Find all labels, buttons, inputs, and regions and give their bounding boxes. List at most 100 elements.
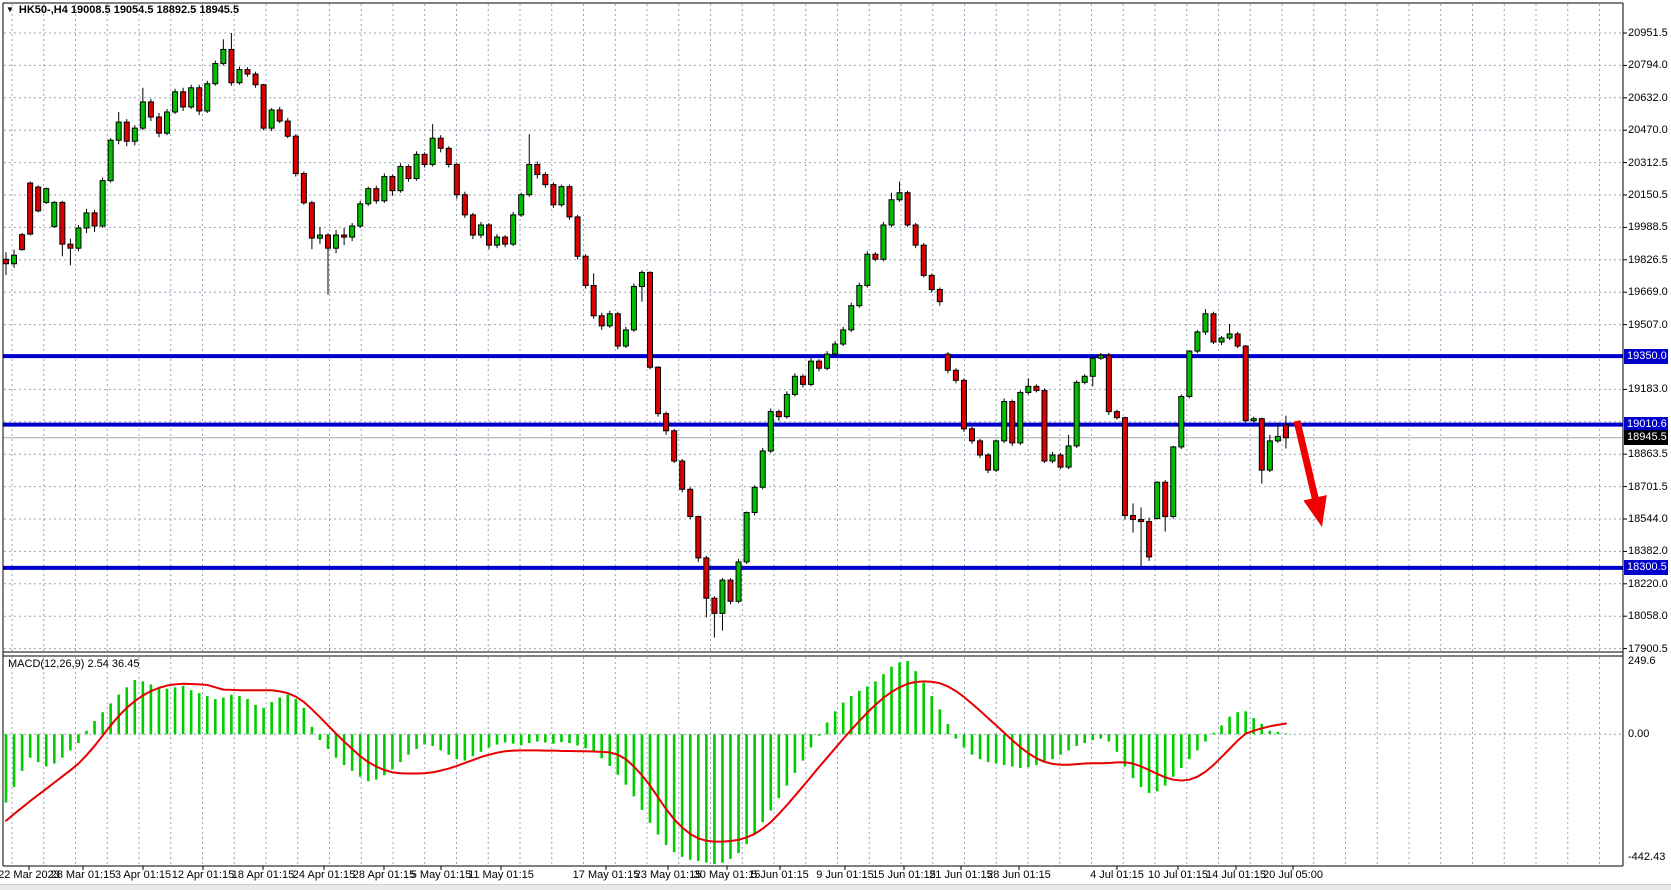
macd-histogram-bar <box>230 694 233 735</box>
price-axis-label: 18544.0 <box>1628 513 1668 525</box>
macd-histogram-bar <box>1067 734 1070 751</box>
price-axis-label: 20150.5 <box>1628 189 1668 201</box>
price-axis-label: 19669.0 <box>1628 286 1668 299</box>
macd-histogram-bar <box>101 712 104 735</box>
macd-histogram-bar <box>1139 734 1143 788</box>
candle <box>1057 454 1064 468</box>
candle <box>276 109 283 122</box>
candle <box>759 450 766 488</box>
candle <box>598 315 605 327</box>
candle <box>91 212 98 227</box>
symbol-ohlc-bar[interactable]: ▼ HK50-,H4 19008.5 19054.5 18892.5 18945.… <box>6 4 239 16</box>
macd-histogram-bar <box>688 734 692 860</box>
candle <box>832 343 839 355</box>
macd-histogram-bar <box>294 699 298 735</box>
candle <box>413 153 420 180</box>
candle <box>180 91 187 108</box>
macd-histogram-bar <box>721 734 724 863</box>
candle <box>453 163 460 196</box>
macd-histogram-bar <box>769 734 773 811</box>
candle <box>663 413 670 432</box>
line-price-label: 18300.5 <box>1624 560 1668 576</box>
candle <box>437 137 444 149</box>
macd-histogram-bar <box>1035 734 1038 766</box>
macd-histogram-bar <box>342 734 346 766</box>
candle <box>799 375 806 385</box>
macd-histogram-bar <box>511 734 515 744</box>
candle <box>928 274 935 291</box>
current-price-label: 18945.5 <box>1624 430 1668 446</box>
macd-histogram-bar <box>495 734 499 745</box>
macd-histogram-bar <box>77 734 80 744</box>
macd-histogram-bar <box>93 721 96 735</box>
candle <box>751 486 758 513</box>
candle <box>1121 417 1128 517</box>
candle <box>1033 385 1040 391</box>
trend-arrow-shaft[interactable] <box>1293 420 1319 499</box>
macd-histogram-bar <box>986 734 990 763</box>
price-axis-label: 19507.0 <box>1628 318 1668 331</box>
candle <box>421 153 428 165</box>
candle <box>1065 445 1072 468</box>
trend-arrow-head[interactable] <box>1303 495 1327 527</box>
macd-histogram-bar <box>141 681 145 735</box>
macd-histogram-bar <box>1252 718 1256 735</box>
time-axis-label: 21 Jun 01:15 <box>929 869 993 881</box>
symbol-ohlc-text: HK50-,H4 19008.5 19054.5 18892.5 18945.5 <box>18 4 240 16</box>
candle <box>196 87 203 112</box>
bottom-scroll-strip[interactable] <box>0 884 1671 890</box>
macd-histogram-bar <box>640 734 644 810</box>
candle <box>679 460 686 490</box>
candle <box>791 375 798 395</box>
candle <box>51 201 58 228</box>
candle <box>139 101 146 129</box>
macd-histogram-bar <box>69 734 72 751</box>
candle <box>1081 375 1088 383</box>
candle <box>1210 313 1217 343</box>
candle <box>268 109 275 129</box>
macd-histogram-bar <box>600 734 603 759</box>
candle <box>977 440 984 456</box>
candle <box>526 163 533 196</box>
macd-histogram-bar <box>302 707 306 735</box>
time-axis-label: 10 Jul 01:15 <box>1148 869 1208 881</box>
candle <box>131 127 138 142</box>
price-axis-label: 18382.0 <box>1628 545 1668 558</box>
macd-histogram-bar <box>761 734 764 823</box>
candle <box>373 188 380 202</box>
macd-histogram-bar <box>1043 734 1046 763</box>
macd-histogram-bar <box>391 734 394 770</box>
macd-histogram-bar <box>383 734 386 776</box>
time-axis-label: 9 Jun 01:15 <box>816 869 874 881</box>
symbol-dropdown-icon[interactable]: ▼ <box>6 5 14 14</box>
time-axis-label: 3 Apr 01:15 <box>114 869 172 881</box>
macd-histogram-bar <box>479 734 483 752</box>
price-axis-label: 18220.0 <box>1628 577 1668 590</box>
candle <box>107 139 114 182</box>
macd-histogram-bar <box>1083 734 1086 744</box>
macd-histogram-bar <box>544 734 547 743</box>
candle <box>1162 481 1169 518</box>
candle <box>534 163 541 176</box>
candle <box>920 244 927 276</box>
macd-histogram-bar <box>536 734 539 742</box>
macd-histogram-bar <box>680 734 684 857</box>
macd-histogram-bar <box>12 734 16 788</box>
candle <box>783 393 790 418</box>
candle <box>1154 481 1161 520</box>
time-axis-label: 15 Jun 01:15 <box>872 869 936 881</box>
macd-histogram-bar <box>1123 734 1127 767</box>
candle <box>228 48 235 84</box>
macd-histogram-bar <box>189 690 193 735</box>
macd-histogram-bar <box>1019 734 1022 768</box>
macd-histogram-bar <box>1268 730 1272 735</box>
macd-histogram-bar <box>455 734 459 760</box>
candle <box>204 83 211 112</box>
macd-histogram-bar <box>375 734 378 780</box>
macd-histogram-bar <box>994 734 998 764</box>
candle <box>655 366 662 415</box>
candle <box>188 87 195 108</box>
macd-histogram-bar <box>205 696 209 735</box>
